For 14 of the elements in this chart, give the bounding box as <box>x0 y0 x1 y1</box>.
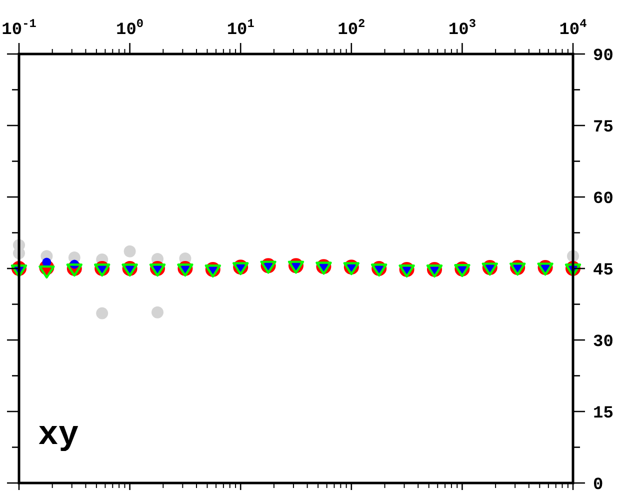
x-tick-label: 10$^{4}$ <box>559 17 587 40</box>
x-tick-label: 10$^{2}$ <box>338 17 366 40</box>
annotation: xy <box>38 417 79 455</box>
y-tick-label: 45 <box>593 262 614 280</box>
x-tick-label: 10$^{0}$ <box>116 17 144 40</box>
y-tick-label: 30 <box>593 333 614 352</box>
x-tick-label: 10$^{3}$ <box>448 17 476 40</box>
y-tick-label: 0 <box>593 476 604 492</box>
y-tick-label: 60 <box>593 190 614 209</box>
y-tick-label: 75 <box>593 118 614 138</box>
y-tick-label: 90 <box>593 47 614 66</box>
x-tick-label: 10$^{1}$ <box>226 17 254 40</box>
y-tick-label: 15 <box>593 404 614 424</box>
x-tick-label: 10$^{-1}$ <box>2 17 36 40</box>
